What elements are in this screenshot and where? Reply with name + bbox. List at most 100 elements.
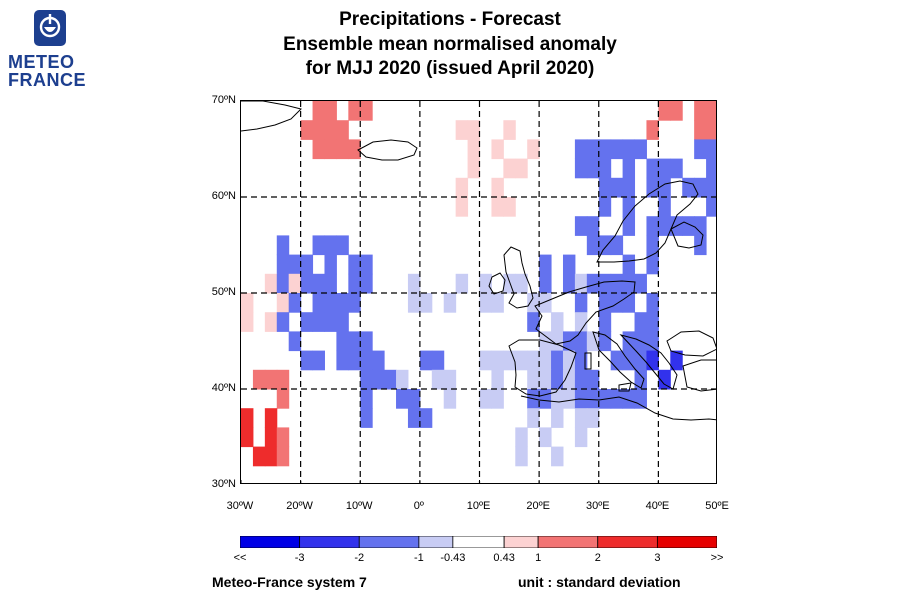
colorbar-tick-label: -2 bbox=[354, 552, 365, 564]
anomaly-cell bbox=[658, 216, 671, 236]
anomaly-cell bbox=[336, 350, 349, 371]
anomaly-map bbox=[240, 100, 717, 484]
anomaly-cell bbox=[312, 120, 325, 140]
anomaly-cell bbox=[348, 273, 361, 294]
anomaly-cell bbox=[586, 139, 600, 160]
anomaly-cell bbox=[503, 158, 516, 179]
anomaly-cell bbox=[586, 273, 600, 294]
anomaly-cell bbox=[694, 139, 707, 160]
anomaly-cell bbox=[646, 331, 659, 352]
anomaly-cell bbox=[586, 369, 600, 390]
anomaly-cell bbox=[539, 273, 552, 294]
anomaly-cell bbox=[491, 293, 504, 313]
lon-tick-label: 10ºE bbox=[466, 500, 491, 512]
colorbar-canvas bbox=[239, 535, 718, 549]
anomaly-cell bbox=[527, 139, 540, 160]
anomaly-cell bbox=[300, 312, 314, 332]
anomaly-cell bbox=[574, 293, 588, 313]
anomaly-cell bbox=[670, 101, 683, 121]
anomaly-cell bbox=[515, 273, 528, 294]
coastline-finland-coast bbox=[670, 221, 704, 249]
anomaly-cell bbox=[646, 177, 659, 198]
colorbar bbox=[239, 535, 718, 549]
anomaly-cell bbox=[527, 312, 540, 332]
anomaly-cell bbox=[574, 350, 588, 371]
anomaly-cell bbox=[467, 139, 481, 160]
anomaly-cell bbox=[706, 120, 716, 140]
anomaly-cell bbox=[574, 331, 588, 352]
anomaly-cell bbox=[324, 254, 337, 275]
anomaly-cell bbox=[574, 273, 588, 294]
anomaly-cell bbox=[372, 369, 385, 390]
colorbar-tick-label: 3 bbox=[654, 552, 661, 564]
anomaly-cell bbox=[527, 369, 540, 390]
coastline-ireland bbox=[488, 272, 506, 295]
anomaly-cell bbox=[598, 273, 612, 294]
anomaly-cell bbox=[241, 293, 254, 313]
anomaly-cell bbox=[622, 216, 636, 236]
anomaly-cell bbox=[241, 408, 254, 428]
anomaly-cell bbox=[610, 177, 624, 198]
anomaly-cell bbox=[467, 120, 481, 140]
anomaly-cell bbox=[372, 350, 385, 371]
lon-tick-label: 20ºE bbox=[526, 500, 550, 512]
anomaly-cell bbox=[407, 273, 421, 294]
anomaly-cell bbox=[539, 427, 552, 448]
lon-tick-label: 20ºW bbox=[286, 500, 313, 512]
anomaly-cell bbox=[551, 446, 564, 467]
anomaly-cell bbox=[551, 369, 564, 390]
anomaly-cell bbox=[610, 139, 624, 160]
anomaly-cell bbox=[622, 197, 636, 217]
anomaly-cell bbox=[682, 177, 695, 198]
anomaly-cell bbox=[527, 408, 540, 428]
colorbar-segment bbox=[418, 535, 454, 549]
anomaly-cell bbox=[515, 350, 528, 371]
anomaly-cells bbox=[241, 101, 716, 467]
anomaly-cell bbox=[336, 312, 349, 332]
anomaly-cell bbox=[646, 120, 659, 140]
anomaly-cell bbox=[551, 312, 564, 332]
anomaly-cell bbox=[276, 235, 290, 256]
anomaly-cell bbox=[348, 101, 361, 121]
anomaly-cell bbox=[551, 408, 564, 428]
anomaly-cell bbox=[574, 158, 588, 179]
anomaly-cell bbox=[288, 254, 302, 275]
anomaly-cell bbox=[348, 350, 361, 371]
anomaly-cell bbox=[634, 139, 647, 160]
anomaly-cell bbox=[288, 293, 302, 313]
anomaly-cell bbox=[252, 446, 266, 467]
anomaly-cell bbox=[467, 158, 481, 179]
anomaly-cell bbox=[491, 389, 504, 409]
anomaly-cell bbox=[646, 216, 659, 236]
anomaly-cell bbox=[336, 139, 349, 160]
coastline-italy bbox=[592, 331, 645, 389]
colorbar-tick-label: >> bbox=[710, 552, 724, 564]
anomaly-cell bbox=[706, 101, 716, 121]
anomaly-cell bbox=[515, 446, 528, 467]
anomaly-cell bbox=[539, 350, 552, 371]
anomaly-cell bbox=[694, 120, 707, 140]
anomaly-cell bbox=[324, 235, 337, 256]
lat-tick-label: 40ºN bbox=[211, 382, 236, 394]
anomaly-cell bbox=[264, 408, 278, 428]
anomaly-cell bbox=[706, 177, 716, 198]
anomaly-cell bbox=[634, 312, 647, 332]
anomaly-cell bbox=[312, 139, 325, 160]
anomaly-cell bbox=[336, 120, 349, 140]
anomaly-cell bbox=[539, 254, 552, 275]
anomaly-map-canvas bbox=[241, 101, 716, 483]
anomaly-cell bbox=[610, 273, 624, 294]
anomaly-cell bbox=[586, 235, 600, 256]
anomaly-cell bbox=[264, 427, 278, 448]
anomaly-cell bbox=[312, 101, 325, 121]
anomaly-cell bbox=[419, 293, 433, 313]
anomaly-cell bbox=[264, 369, 278, 390]
anomaly-cell bbox=[503, 120, 516, 140]
anomaly-cell bbox=[324, 139, 337, 160]
anomaly-cell bbox=[634, 389, 647, 409]
anomaly-cell bbox=[646, 235, 659, 256]
anomaly-cell bbox=[706, 158, 716, 179]
anomaly-cell bbox=[384, 369, 397, 390]
anomaly-cell bbox=[479, 273, 492, 294]
anomaly-cell bbox=[312, 312, 325, 332]
